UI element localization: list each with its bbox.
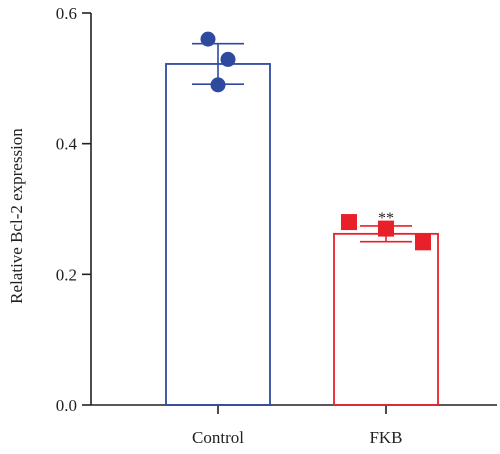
data-point xyxy=(378,220,394,237)
bars xyxy=(165,63,439,406)
significance-annotation: ** xyxy=(378,210,394,227)
y-axis-title: Relative Bcl-2 expression xyxy=(7,128,26,304)
x-tick-label: Control xyxy=(192,428,244,447)
y-axis: 0.0 0.2 0.4 0.6 xyxy=(56,4,92,415)
x-axis: Control FKB xyxy=(91,404,497,447)
bar-control xyxy=(165,63,271,406)
data-point xyxy=(220,51,236,67)
data-point xyxy=(341,214,357,231)
x-tick-label: FKB xyxy=(369,428,402,447)
y-tick-label: 0.4 xyxy=(56,135,78,154)
y-tick-label: 0.0 xyxy=(56,396,77,415)
data-point xyxy=(200,31,216,47)
bar-fkb xyxy=(333,232,439,406)
data-points xyxy=(200,31,431,251)
data-point xyxy=(210,77,226,93)
annotations: ** xyxy=(378,210,394,227)
y-tick-label: 0.2 xyxy=(56,265,77,284)
data-point xyxy=(415,234,431,251)
y-tick-label: 0.6 xyxy=(56,4,77,23)
